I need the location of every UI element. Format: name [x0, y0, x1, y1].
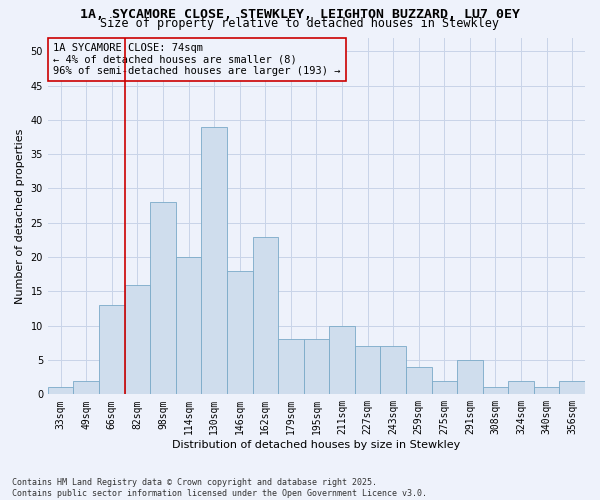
Bar [48, 388, 73, 394]
Bar [355, 346, 380, 395]
Bar [202, 126, 227, 394]
Bar [508, 380, 534, 394]
Bar [73, 380, 99, 394]
Text: Size of property relative to detached houses in Stewkley: Size of property relative to detached ho… [101, 18, 499, 30]
X-axis label: Distribution of detached houses by size in Stewkley: Distribution of detached houses by size … [172, 440, 461, 450]
Bar [380, 346, 406, 395]
Bar [176, 257, 202, 394]
Bar [559, 380, 585, 394]
Text: 1A, SYCAMORE CLOSE, STEWKLEY, LEIGHTON BUZZARD, LU7 0EY: 1A, SYCAMORE CLOSE, STEWKLEY, LEIGHTON B… [80, 8, 520, 20]
Bar [406, 367, 431, 394]
Bar [150, 202, 176, 394]
Bar [431, 380, 457, 394]
Bar [534, 388, 559, 394]
Bar [304, 340, 329, 394]
Bar [278, 340, 304, 394]
Bar [329, 326, 355, 394]
Text: 1A SYCAMORE CLOSE: 74sqm
← 4% of detached houses are smaller (8)
96% of semi-det: 1A SYCAMORE CLOSE: 74sqm ← 4% of detache… [53, 43, 341, 76]
Bar [482, 388, 508, 394]
Bar [457, 360, 482, 394]
Bar [99, 305, 125, 394]
Bar [125, 284, 150, 395]
Text: Contains HM Land Registry data © Crown copyright and database right 2025.
Contai: Contains HM Land Registry data © Crown c… [12, 478, 427, 498]
Y-axis label: Number of detached properties: Number of detached properties [15, 128, 25, 304]
Bar [227, 271, 253, 394]
Bar [253, 236, 278, 394]
